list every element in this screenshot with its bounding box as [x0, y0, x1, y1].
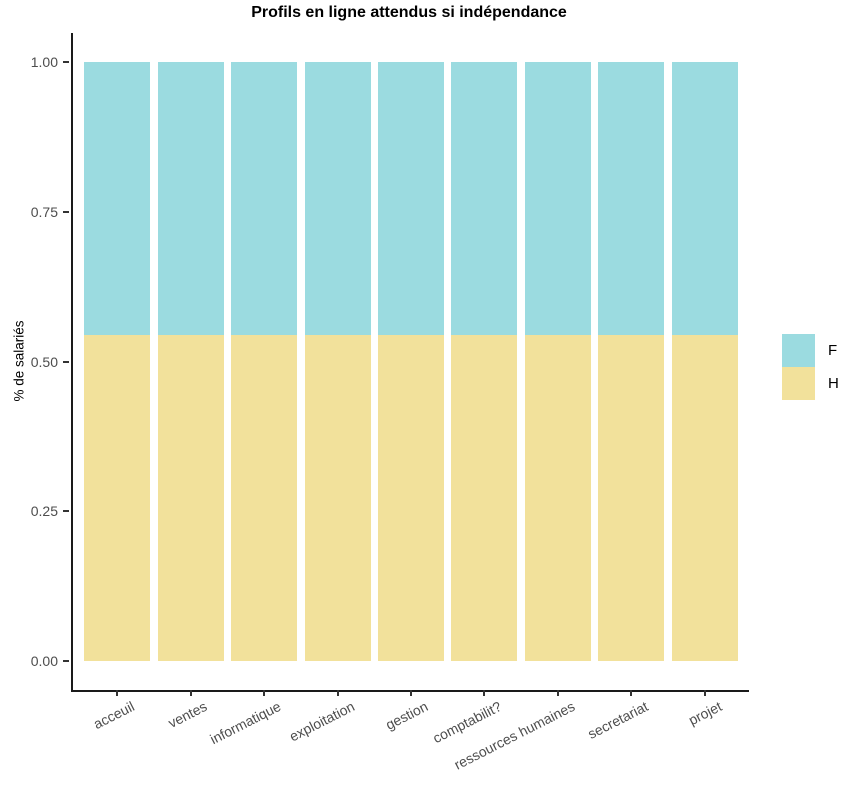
y-tick-mark	[63, 61, 69, 63]
bar-segment-H-projet	[671, 334, 738, 661]
y-tick-label: 0.00	[30, 653, 58, 669]
legend-label-F: F	[828, 342, 838, 359]
x-tick-mark	[556, 690, 559, 696]
y-tick-mark	[63, 660, 69, 662]
x-tick-label-secretariat: secretariat	[585, 698, 651, 742]
bar-segment-F-exploitation	[304, 62, 371, 335]
x-tick-mark	[116, 690, 119, 696]
x-tick-label-projet: projet	[685, 698, 725, 729]
x-tick-mark	[410, 690, 412, 696]
plot-panel	[63, 33, 749, 696]
bar-segment-H-exploitation	[304, 334, 371, 661]
x-tick-label-ventes: ventes	[165, 698, 210, 731]
bar-segment-H-comptabilit?	[451, 334, 518, 661]
bar-segment-F-ressources-humaines	[524, 62, 591, 335]
bar-segment-F-ventes	[157, 62, 224, 335]
x-tick-mark	[483, 690, 486, 696]
y-tick-label: 0.50	[30, 353, 58, 370]
x-tick-label-ressources-humaines: ressources humaines	[451, 698, 578, 773]
x-tick-mark	[189, 690, 192, 696]
legend-key-F	[782, 334, 815, 367]
bar-segment-F-comptabilit?	[451, 62, 518, 335]
x-tick-mark	[703, 690, 706, 696]
bar-segment-F-projet	[671, 62, 738, 335]
y-tick-label: 0.75	[30, 203, 58, 220]
x-tick-label-informatique: informatique	[207, 698, 284, 748]
x-tick-label-acceuil: acceuil	[90, 698, 137, 733]
x-tick-mark	[630, 690, 633, 696]
bar-segment-F-acceuil	[84, 62, 151, 335]
legend-key-H	[782, 367, 815, 401]
x-tick-mark	[263, 690, 266, 696]
x-tick-label-gestion: gestion	[382, 698, 431, 733]
bar-segment-H-gestion	[378, 334, 444, 661]
legend-label-H: H	[828, 375, 839, 393]
bar-segment-H-informatique	[231, 334, 298, 661]
bar-segment-F-informatique	[231, 62, 298, 335]
y-tick-mark	[63, 360, 69, 363]
x-tick-mark	[336, 690, 339, 696]
x-tick-label-exploitation: exploitation	[286, 698, 357, 745]
y-tick-mark	[63, 210, 69, 213]
chart-title: Profils en ligne attendus si indépendanc…	[251, 4, 567, 21]
bar-segment-H-ressources-humaines	[524, 334, 591, 661]
bar-segment-H-ventes	[157, 334, 224, 661]
y-tick-label: 1.00	[30, 54, 58, 70]
y-tick-label: 0.25	[30, 503, 58, 520]
bar-segment-F-gestion	[378, 62, 444, 335]
bar-segment-H-secretariat	[598, 334, 665, 661]
bar-segment-F-secretariat	[598, 62, 665, 335]
y-tick-mark	[63, 510, 69, 513]
bar-segment-H-acceuil	[84, 334, 151, 661]
